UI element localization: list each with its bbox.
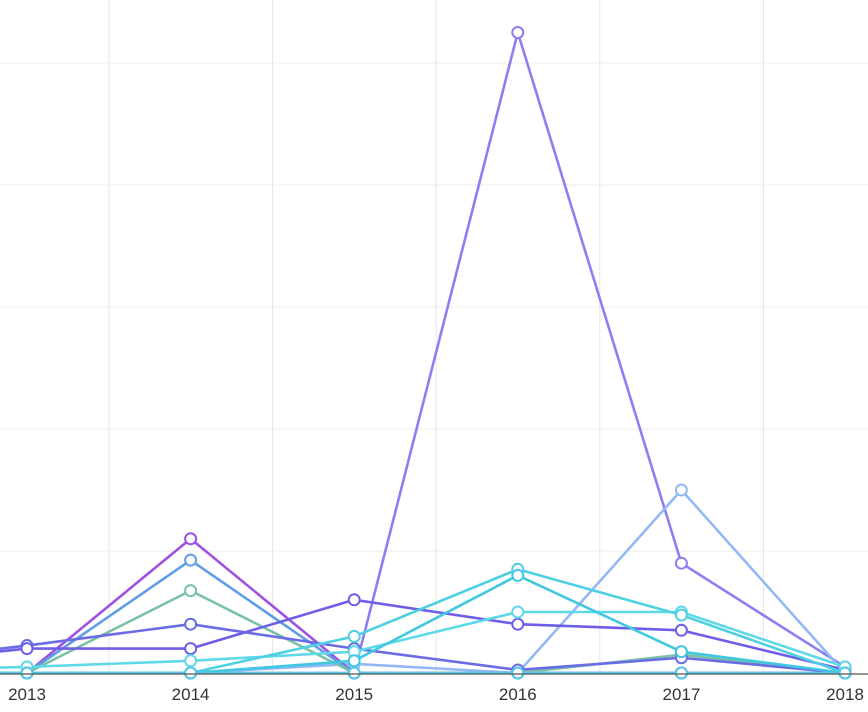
data-point[interactable] bbox=[511, 666, 525, 680]
data-point[interactable] bbox=[347, 593, 361, 607]
data-point[interactable] bbox=[184, 666, 198, 680]
data-point[interactable] bbox=[674, 645, 688, 659]
data-point[interactable] bbox=[184, 553, 198, 567]
data-point[interactable] bbox=[20, 642, 34, 656]
data-point[interactable] bbox=[184, 584, 198, 598]
x-tick-label: 2016 bbox=[499, 685, 537, 704]
data-point[interactable] bbox=[184, 654, 198, 668]
data-point[interactable] bbox=[838, 666, 852, 680]
x-axis: 2013 2014 2015 2016 2017 2018 bbox=[0, 673, 868, 704]
data-point[interactable] bbox=[511, 26, 525, 39]
data-point[interactable] bbox=[674, 608, 688, 622]
data-point[interactable] bbox=[674, 666, 688, 680]
x-tick-label: 2015 bbox=[335, 685, 373, 704]
data-point[interactable] bbox=[674, 556, 688, 570]
series-group bbox=[0, 26, 852, 680]
data-point[interactable] bbox=[511, 568, 525, 582]
data-point[interactable] bbox=[184, 532, 198, 546]
series-line bbox=[0, 537, 845, 675]
series-1 bbox=[0, 26, 852, 680]
data-point[interactable] bbox=[20, 666, 34, 680]
data-point[interactable] bbox=[347, 654, 361, 668]
grid bbox=[0, 0, 868, 673]
x-tick-label: 2017 bbox=[662, 685, 700, 704]
data-point[interactable] bbox=[674, 623, 688, 637]
data-point[interactable] bbox=[674, 483, 688, 497]
data-point[interactable] bbox=[347, 629, 361, 643]
x-tick-label: 2013 bbox=[8, 685, 46, 704]
data-point[interactable] bbox=[511, 617, 525, 631]
x-tick-label: 2014 bbox=[172, 685, 210, 704]
data-point[interactable] bbox=[184, 642, 198, 656]
series-line bbox=[0, 31, 846, 675]
data-point[interactable] bbox=[511, 605, 525, 619]
x-tick-label: 2018 bbox=[826, 685, 864, 704]
series-11 bbox=[0, 666, 852, 680]
data-point[interactable] bbox=[347, 666, 361, 680]
series-line bbox=[0, 488, 846, 675]
data-point[interactable] bbox=[184, 617, 198, 631]
